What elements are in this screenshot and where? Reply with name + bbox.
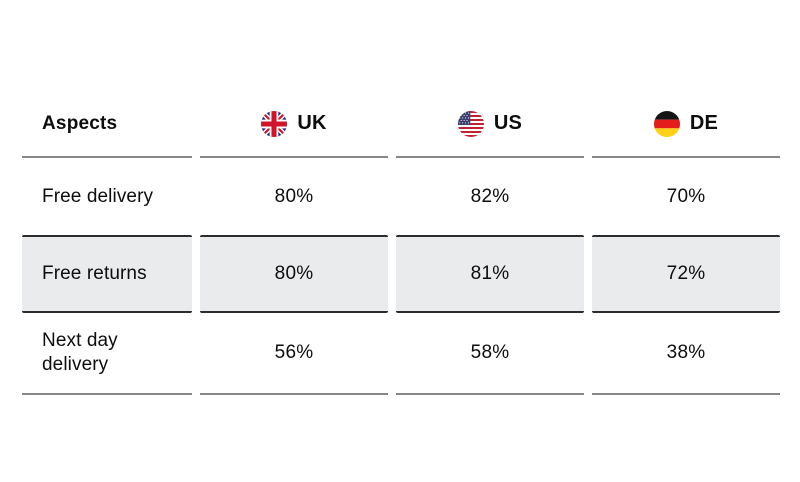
header-cell-de: DE <box>592 91 780 158</box>
aspect-label-cell: Free delivery <box>22 158 192 235</box>
percentage-value: 81% <box>470 263 510 284</box>
de-flag-icon <box>653 110 680 137</box>
percentage-value: 80% <box>274 185 314 207</box>
value-cell-de: 38% <box>592 313 780 395</box>
table-row: Free delivery 80% 82% 70% <box>22 158 780 235</box>
percentage-value: 56% <box>274 342 314 363</box>
table-header-row: Aspects UK <box>22 91 780 158</box>
value-cell-us: 82% <box>396 158 584 235</box>
value-cell-de: 72% <box>592 235 780 313</box>
aspect-label: Free returns <box>42 263 147 285</box>
country-code-us: US <box>493 112 523 134</box>
aspect-label-cell: Next day delivery <box>22 313 192 395</box>
value-cell-uk: 56% <box>200 313 388 395</box>
comparison-table: Aspects UK <box>22 91 780 395</box>
country-code-uk: UK <box>297 112 327 134</box>
header-cell-us: US <box>396 91 584 158</box>
table-row: Next day delivery 56% 58% 38% <box>22 313 780 395</box>
uk-flag-icon <box>261 110 288 137</box>
table-row-highlighted: Free returns 80% 81% 72% <box>22 235 780 313</box>
percentage-value: 80% <box>274 263 314 284</box>
value-cell-uk: 80% <box>200 235 388 313</box>
header-cell-aspects: Aspects <box>22 91 192 158</box>
value-cell-uk: 80% <box>200 158 388 235</box>
us-flag-icon <box>457 110 484 137</box>
percentage-value: 58% <box>470 342 510 363</box>
value-cell-de: 70% <box>592 158 780 235</box>
aspects-header-label: Aspects <box>42 112 118 134</box>
header-cell-uk: UK <box>200 91 388 158</box>
value-cell-us: 58% <box>396 313 584 395</box>
value-cell-us: 81% <box>396 235 584 313</box>
aspect-label: Free delivery <box>42 185 154 207</box>
percentage-value: 70% <box>666 185 706 207</box>
aspect-label: Next day delivery <box>42 330 118 375</box>
percentage-value: 38% <box>666 342 706 363</box>
percentage-value: 82% <box>470 185 510 207</box>
aspect-label-cell: Free returns <box>22 235 192 313</box>
country-code-de: DE <box>689 112 719 134</box>
percentage-value: 72% <box>666 263 706 284</box>
